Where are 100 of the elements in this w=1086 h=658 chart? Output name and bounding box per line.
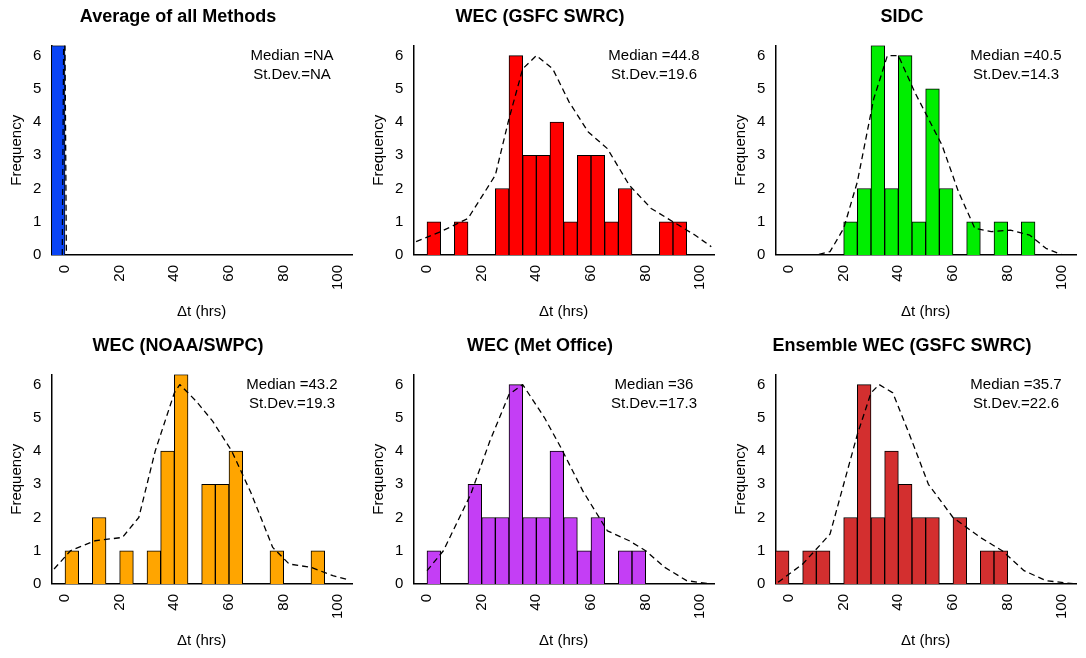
annotation: St.Dev.=NA	[253, 64, 331, 82]
chart-title: WEC (NOAA/SWPC)	[92, 334, 264, 355]
x-tick-label: 20	[109, 264, 127, 282]
y-axis-title: Frequency	[731, 114, 749, 186]
x-tick-label: 0	[417, 593, 435, 603]
x-tick-label: 60	[943, 593, 961, 611]
y-axis-title: Frequency	[369, 114, 387, 186]
y-tick-label: 3	[757, 145, 766, 163]
y-tick-label: 0	[757, 245, 766, 263]
y-tick-label: 0	[33, 245, 42, 263]
annotation: Median =44.8	[608, 45, 700, 63]
x-tick-label: 60	[943, 264, 961, 282]
y-tick-label: 0	[395, 574, 404, 592]
y-tick-label: 3	[33, 474, 42, 492]
y-tick-label: 5	[395, 407, 404, 425]
x-tick-label: 0	[779, 264, 797, 274]
y-tick-label: 5	[757, 407, 766, 425]
annotation: Median =40.5	[970, 45, 1062, 63]
x-tick-label: 20	[109, 593, 127, 611]
x-tick-label: 100	[1052, 264, 1070, 290]
y-tick-label: 5	[33, 78, 42, 96]
annotation: Median =35.7	[970, 374, 1062, 392]
x-tick-label: 100	[328, 264, 346, 290]
x-axis-title: Δt (hrs)	[177, 631, 227, 649]
x-tick-label: 40	[164, 593, 182, 611]
x-tick-label: 20	[471, 593, 489, 611]
x-tick-label: 40	[164, 264, 182, 282]
x-axis-title: Δt (hrs)	[177, 302, 227, 320]
y-tick-label: 6	[757, 45, 766, 63]
y-tick-label: 4	[757, 112, 766, 130]
y-tick-label: 0	[33, 574, 42, 592]
y-tick-label: 6	[33, 374, 42, 392]
x-tick-label: 80	[273, 264, 291, 282]
y-tick-label: 0	[395, 245, 404, 263]
y-tick-label: 3	[395, 145, 404, 163]
chart-title: Ensemble WEC (GSFC SWRC)	[772, 334, 1032, 355]
x-tick-label: 100	[690, 593, 708, 619]
y-tick-label: 1	[395, 540, 404, 558]
annotation: St.Dev.=19.3	[248, 393, 336, 411]
y-tick-label: 5	[757, 78, 766, 96]
y-tick-label: 4	[757, 441, 766, 459]
y-tick-label: 5	[33, 407, 42, 425]
y-tick-label: 1	[757, 540, 766, 558]
y-tick-label: 0	[757, 574, 766, 592]
y-tick-label: 6	[757, 374, 766, 392]
y-tick-label: 3	[33, 145, 42, 163]
y-tick-label: 4	[33, 441, 42, 459]
x-tick-label: 0	[55, 593, 73, 603]
y-tick-label: 1	[33, 211, 42, 229]
x-tick-label: 60	[219, 264, 237, 282]
y-tick-label: 4	[33, 112, 42, 130]
y-tick-label: 3	[395, 474, 404, 492]
x-tick-label: 100	[1052, 593, 1070, 619]
chart-title: WEC (Met Office)	[467, 334, 613, 355]
x-tick-label: 80	[273, 593, 291, 611]
x-axis-title: Δt (hrs)	[901, 631, 951, 649]
y-axis-title: Frequency	[7, 114, 25, 186]
y-tick-label: 2	[395, 178, 404, 196]
y-tick-label: 1	[395, 211, 404, 229]
x-tick-label: 100	[690, 264, 708, 290]
y-tick-label: 6	[33, 45, 42, 63]
y-axis-title: Frequency	[731, 443, 749, 515]
annotation: St.Dev.=14.3	[972, 64, 1060, 82]
y-tick-label: 2	[757, 178, 766, 196]
y-tick-label: 2	[757, 507, 766, 525]
x-tick-label: 40	[888, 593, 906, 611]
annotation: Median =NA	[250, 45, 334, 63]
x-tick-label: 0	[417, 264, 435, 274]
x-tick-label: 60	[581, 264, 599, 282]
x-tick-label: 40	[888, 264, 906, 282]
x-tick-label: 60	[219, 593, 237, 611]
x-tick-label: 0	[779, 593, 797, 603]
chart-title: SIDC	[880, 5, 924, 26]
y-tick-label: 4	[395, 441, 404, 459]
x-axis-title: Δt (hrs)	[539, 631, 589, 649]
y-tick-label: 3	[757, 474, 766, 492]
x-tick-label: 40	[526, 593, 544, 611]
annotation: Median =36	[614, 374, 694, 392]
y-axis-title: Frequency	[369, 443, 387, 515]
y-tick-label: 2	[33, 507, 42, 525]
x-tick-label: 60	[581, 593, 599, 611]
annotation: St.Dev.=22.6	[972, 393, 1060, 411]
chart-title: WEC (GSFC SWRC)	[455, 5, 625, 26]
y-tick-label: 2	[33, 178, 42, 196]
y-tick-label: 4	[395, 112, 404, 130]
chart-title: Average of all Methods	[79, 5, 277, 26]
x-tick-label: 0	[55, 264, 73, 274]
annotation: Median =43.2	[246, 374, 338, 392]
annotation: St.Dev.=19.6	[610, 64, 698, 82]
y-tick-label: 6	[395, 45, 404, 63]
x-axis-title: Δt (hrs)	[901, 302, 951, 320]
x-tick-label: 80	[635, 264, 653, 282]
x-tick-label: 20	[471, 264, 489, 282]
y-tick-label: 2	[395, 507, 404, 525]
annotation: St.Dev.=17.3	[610, 393, 698, 411]
x-tick-label: 80	[635, 593, 653, 611]
x-tick-label: 100	[328, 593, 346, 619]
y-tick-label: 1	[33, 540, 42, 558]
y-tick-label: 1	[757, 211, 766, 229]
y-tick-label: 6	[395, 374, 404, 392]
